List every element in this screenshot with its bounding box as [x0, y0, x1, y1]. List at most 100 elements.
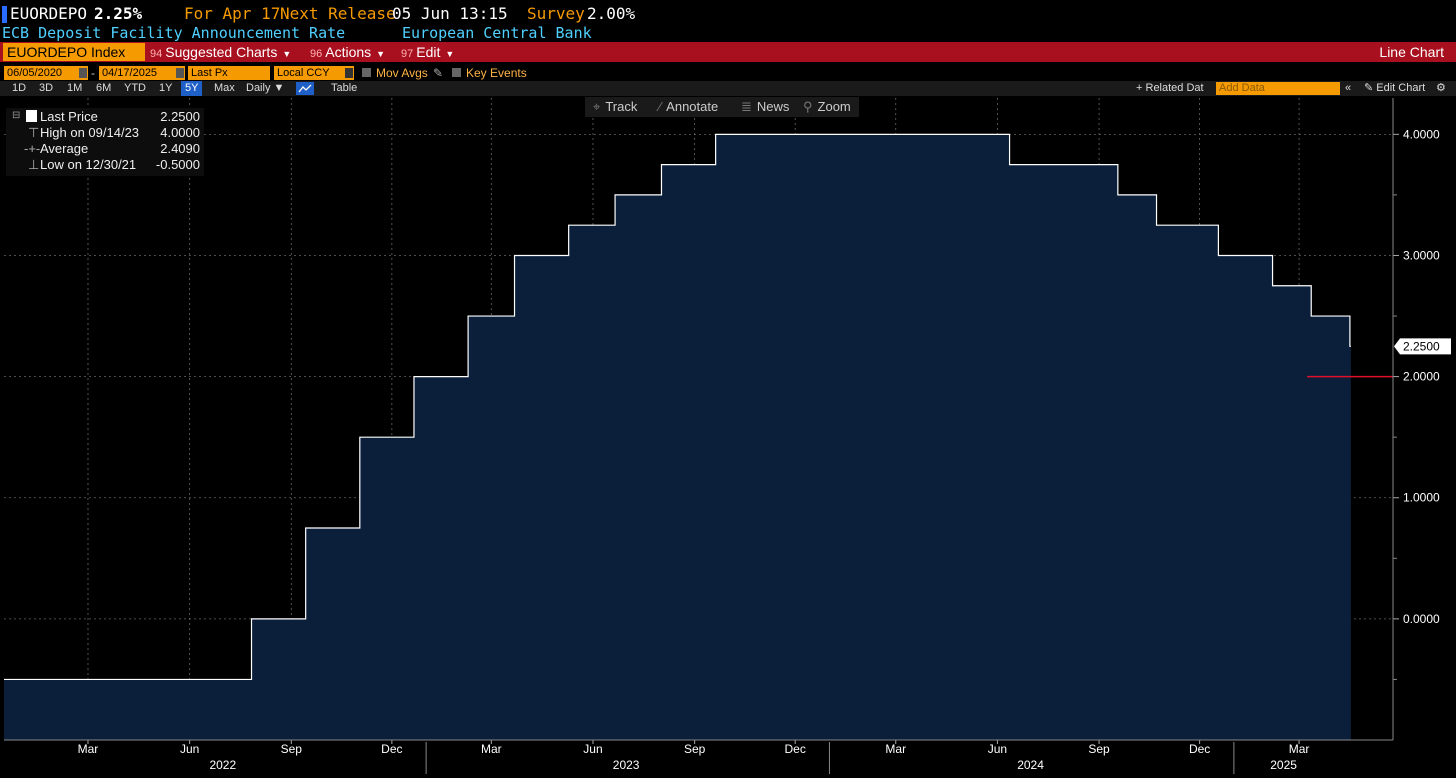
security-field[interactable]: EUORDEPO Index [3, 43, 145, 61]
x-year-label: 2022 [209, 758, 236, 772]
edit-chart-label: Edit Chart [1376, 82, 1426, 94]
legend-row-average: -+- Average 2.4090 [6, 141, 204, 157]
edit-menu[interactable]: 97 Edit ▼ [401, 43, 454, 61]
calendar-icon[interactable] [176, 68, 184, 78]
y-tick-label: 1.0000 [1403, 491, 1440, 505]
related-data-button[interactable]: + Related Dat [1136, 81, 1204, 96]
add-data-input[interactable]: Add Data [1216, 82, 1340, 95]
chevron-down-icon: ▼ [282, 49, 292, 59]
zoom-tool[interactable]: ⚲ Zoom [803, 99, 851, 115]
legend-collapse-icon[interactable]: ⊟ [12, 110, 21, 121]
line-chart-icon[interactable] [296, 82, 314, 95]
zoom-label: Zoom [817, 99, 851, 114]
track-tool[interactable]: ⌖ Track [593, 99, 637, 115]
chart-legend[interactable]: ⊟ Last Price 2.2500 ⊤ High on 09/14/23 4… [6, 108, 204, 176]
header-next-release-label: Next Release [280, 4, 396, 23]
high-marker-icon: ⊤ [28, 125, 40, 140]
chart-toolbar: EUORDEPO Index 94 Suggested Charts ▼ 96 Act… [0, 42, 1456, 62]
menu-number: 96 [310, 48, 323, 60]
legend-value: 2.2500 [160, 109, 200, 124]
period-ytd[interactable]: YTD [124, 82, 146, 94]
plus-icon: + [1136, 82, 1143, 94]
header-ticker: EUORDEPO [10, 4, 88, 23]
x-month-label: Dec [381, 742, 402, 756]
mov-avgs-checkbox[interactable] [362, 68, 371, 77]
x-month-label: Sep [684, 742, 706, 756]
key-events-label: Key Events [466, 66, 527, 80]
end-date-value: 04/17/2025 [102, 67, 158, 79]
legend-label: High on 09/14/23 [40, 125, 140, 140]
legend-value: 4.0000 [160, 125, 200, 140]
legend-row-last-price: Last Price 2.2500 [6, 109, 204, 125]
price-area [4, 134, 1351, 741]
period-3d[interactable]: 3D [39, 82, 54, 94]
chevron-down-icon: ▼ [273, 82, 285, 94]
header-description: ECB Deposit Facility Announcement Rate [2, 24, 346, 42]
last-price-tag-text: 2.2500 [1403, 339, 1440, 353]
chevron-down-icon: ▼ [376, 49, 386, 59]
pencil-icon[interactable]: ✎ [433, 66, 444, 80]
x-month-label: Sep [1088, 742, 1110, 756]
end-date-input[interactable]: 04/17/2025 [99, 66, 185, 80]
calendar-icon[interactable] [79, 68, 87, 78]
key-events-checkbox[interactable] [452, 68, 461, 77]
magnifier-icon: ⚲ [803, 99, 813, 114]
header-source: European Central Bank [402, 24, 592, 42]
header-for-label: For Apr 17 [184, 4, 281, 23]
legend-label: Last Price [40, 109, 98, 124]
period-1m[interactable]: 1M [67, 82, 83, 94]
x-month-label: Sep [281, 742, 303, 756]
mov-avgs-label: Mov Avgs [376, 66, 428, 80]
annotate-label: Annotate [666, 99, 719, 114]
crosshair-icon: ⌖ [593, 99, 601, 114]
average-marker-icon: -+- [24, 141, 41, 156]
frequency-select[interactable]: Daily ▼ [242, 81, 288, 96]
x-year-label: 2024 [1017, 758, 1044, 772]
line-chart-glyph [298, 84, 312, 93]
date-separator: - [91, 66, 95, 80]
chevron-down-icon [345, 68, 353, 78]
y-tick-label: 3.0000 [1403, 248, 1440, 262]
chart-tools: ⌖ Track ⁄ Annotate ≣ News ⚲ Zoom [585, 97, 859, 117]
chevron-down-icon: ▼ [445, 49, 455, 59]
collapse-icon[interactable]: « [1345, 82, 1352, 94]
x-month-label: Mar [481, 742, 502, 756]
actions-menu[interactable]: 96 Actions ▼ [310, 43, 385, 61]
table-button[interactable]: Table [331, 82, 358, 94]
y-tick-label: 4.0000 [1403, 127, 1440, 141]
start-date-input[interactable]: 06/05/2020 [4, 66, 88, 80]
legend-label: Low on 12/30/21 [40, 157, 137, 172]
edit-chart-button[interactable]: ✎ Edit Chart [1364, 81, 1425, 96]
period-6m[interactable]: 6M [96, 82, 112, 94]
header-marker [2, 6, 7, 23]
x-month-label: Jun [988, 742, 1007, 756]
header-next-release-value: 05 Jun 13:15 [392, 4, 508, 23]
field-select[interactable]: Last Px [188, 66, 270, 80]
period-1d[interactable]: 1D [12, 82, 27, 94]
chart-controls: 06/05/2020 - 04/17/2025 Last Px Local CC… [0, 64, 1456, 82]
legend-row-low: ⊥ Low on 12/30/21 -0.5000 [6, 157, 204, 173]
annotate-tool[interactable]: ⁄ Annotate [659, 99, 718, 115]
header-survey-value: 2.00% [587, 4, 636, 23]
x-month-label: Jun [180, 742, 199, 756]
menu-number: 94 [150, 48, 163, 60]
gear-icon[interactable]: ⚙ [1436, 82, 1446, 94]
period-1y[interactable]: 1Y [159, 82, 173, 94]
news-label: News [756, 99, 790, 114]
news-icon: ≣ [741, 99, 752, 114]
y-axis: 4.0000 3.0000 2.0000 1.0000 0.0000 [1392, 98, 1440, 740]
chart-type-label[interactable]: Line Chart [1379, 44, 1444, 60]
period-max[interactable]: Max [214, 82, 235, 94]
news-tool[interactable]: ≣ News [741, 99, 789, 115]
security-subheader: ECB Deposit Facility Announcement Rate E… [0, 24, 1456, 42]
currency-select[interactable]: Local CCY [274, 66, 354, 80]
legend-label: Average [40, 141, 89, 156]
period-5y[interactable]: 5Y [181, 81, 203, 96]
x-month-label: Dec [785, 742, 806, 756]
last-price-tag-shape [1394, 338, 1451, 355]
last-price-swatch [26, 110, 37, 122]
menu-label: Suggested Charts [165, 44, 278, 60]
field-value: Last Px [191, 67, 228, 79]
suggested-charts-menu[interactable]: 94 Suggested Charts ▼ [150, 43, 291, 61]
